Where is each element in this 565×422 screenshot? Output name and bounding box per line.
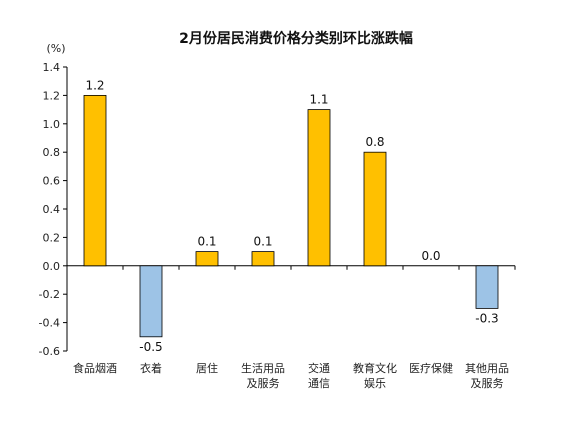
x-category-label: 食品烟酒 — [73, 361, 117, 375]
y-tick-label: 1.4 — [43, 61, 61, 74]
x-category-label: 衣着 — [140, 361, 162, 375]
y-tick-label: 0.4 — [43, 203, 61, 216]
x-category-label: 及服务 — [471, 377, 504, 390]
x-category-label: 娱乐 — [364, 376, 386, 390]
y-axis-unit-label: (%) — [46, 42, 65, 55]
data-label: -0.5 — [139, 340, 162, 354]
x-category-label: 交通 — [308, 361, 330, 375]
y-tick-label: 0.8 — [43, 146, 61, 159]
y-tick-label: 0.6 — [43, 175, 61, 188]
y-tick-label: -0.2 — [39, 288, 60, 301]
y-tick-label: -0.4 — [39, 317, 60, 330]
data-label: 0.1 — [197, 235, 216, 249]
data-label: -0.3 — [475, 311, 498, 325]
x-category-label: 其他用品 — [465, 362, 509, 375]
x-category-label: 教育文化 — [353, 361, 397, 375]
x-category-label: 居住 — [196, 361, 218, 375]
y-tick-label: 1.0 — [43, 118, 61, 131]
bar — [139, 265, 163, 338]
x-category-label: 生活用品 — [241, 361, 285, 375]
data-label: 0.1 — [253, 235, 272, 249]
x-category-label: 及服务 — [247, 377, 280, 390]
x-category-label: 医疗保健 — [409, 361, 453, 375]
bar — [475, 265, 499, 309]
bar — [251, 251, 275, 267]
data-label: 0.8 — [365, 135, 384, 149]
y-tick-label: -0.6 — [39, 345, 60, 358]
data-label: 0.0 — [421, 249, 440, 263]
bar — [307, 109, 331, 267]
bar — [195, 251, 219, 267]
axes: 1.4 1.2 1.0 0.8 0.6 0.4 0.2 0.0 -0.2 -0.4 -0.6 — [39, 61, 516, 358]
bar — [83, 95, 107, 267]
y-tick-label: 0.0 — [43, 260, 61, 273]
x-category-label: 通信 — [308, 377, 330, 390]
bar — [363, 151, 387, 267]
chart-title: 2月份居民消费价格分类别环比涨跌幅 — [179, 30, 413, 47]
y-tick-label: 1.2 — [43, 89, 61, 102]
bars-group — [83, 95, 499, 338]
data-label: 1.1 — [309, 93, 328, 107]
y-tick-label: 0.2 — [43, 231, 61, 244]
data-label: 1.2 — [85, 78, 104, 92]
